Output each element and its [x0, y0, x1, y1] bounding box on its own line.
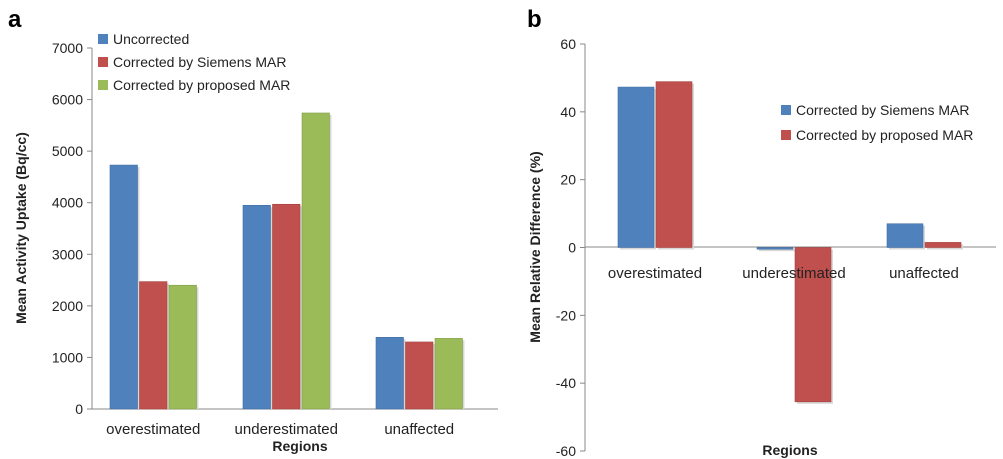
bar-corrected-by-proposed-mar-overestimated: [655, 81, 693, 248]
y-tick-label: 0: [75, 401, 83, 417]
chart-a: a 0 1000 2000 3000 4000 5000 6000 7000 overesti…: [8, 6, 498, 454]
y-tick-label: 6000: [52, 92, 83, 108]
bar-shadow: [759, 249, 795, 252]
x-tick-label: underestimated: [235, 421, 338, 438]
x-tick-label: unaffected: [384, 421, 454, 438]
bar-corrected-by-proposed-mar-underestimated: [301, 112, 330, 410]
legend-swatch-uncorrected: [98, 34, 108, 44]
bar-uncorrected-unaffected: [375, 337, 404, 410]
bar-uncorrected-underestimated: [242, 204, 271, 410]
bar-corrected-by-siemens-mar-unaffected: [405, 341, 434, 410]
legend-label-corrected-by-siemens-mar: Corrected by Siemens MAR: [796, 102, 970, 118]
y-tick-label: 0: [568, 240, 576, 256]
y-axis-label-b: Mean Relative Difference (%): [527, 151, 543, 342]
y-tick-label: -60: [556, 443, 576, 459]
y-tick-label: 20: [560, 172, 576, 188]
legend-swatch-corrected-by-siemens-mar: [98, 57, 108, 67]
panel-label-b: b: [527, 6, 542, 33]
bar-corrected-by-siemens-mar-unaffected: [886, 223, 924, 248]
legend-swatch-corrected-by-proposed-mar: [781, 130, 791, 140]
x-axis-label-b: Regions: [762, 442, 817, 458]
bar-corrected-by-proposed-mar-overestimated: [168, 284, 197, 410]
bar-corrected-by-proposed-mar-unaffected: [924, 242, 962, 248]
x-tick-label: overestimated: [608, 265, 702, 282]
legend-a: Uncorrected Corrected by Siemens MAR Corre…: [98, 31, 290, 93]
y-tick-label: 60: [560, 36, 576, 52]
x-tick-label: underestimated: [742, 265, 845, 282]
legend-swatch-corrected-by-proposed-mar: [98, 80, 108, 90]
x-axis-a: overestimated underestimated unaffected: [106, 421, 454, 438]
y-tick-label: 7000: [52, 40, 83, 56]
y-tick-label: -20: [556, 307, 576, 323]
bar-corrected-by-siemens-mar-underestimated: [756, 247, 794, 250]
chart-b: b -60 -40 -20 0 20 40 60 overestimated underest…: [527, 6, 996, 459]
x-tick-label: overestimated: [106, 421, 200, 438]
y-axis-label-a: Mean Activity Uptake (Bq/cc): [13, 132, 29, 324]
y-tick-label: 5000: [52, 143, 83, 159]
y-tick-label: -40: [556, 375, 576, 391]
legend-label-corrected-by-proposed-mar: Corrected by proposed MAR: [113, 77, 290, 93]
y-tick-label: 3000: [52, 246, 83, 262]
bar-corrected-by-siemens-mar-overestimated: [617, 86, 655, 248]
x-tick-label: unaffected: [889, 265, 959, 282]
legend-label-corrected-by-proposed-mar: Corrected by proposed MAR: [796, 127, 973, 143]
bar-corrected-by-proposed-mar-underestimated: [794, 247, 832, 403]
bar-corrected-by-siemens-mar-underestimated: [272, 203, 301, 410]
bar-corrected-by-siemens-mar-overestimated: [139, 281, 168, 410]
bars-b: [617, 81, 963, 404]
y-tick-label: 40: [560, 104, 576, 120]
y-tick-label: 4000: [52, 195, 83, 211]
x-axis-b: overestimated underestimated unaffected: [608, 265, 959, 282]
legend-b: Corrected by Siemens MAR Corrected by pro…: [781, 102, 973, 143]
y-axis-b: -60 -40 -20 0 20 40 60: [556, 36, 585, 459]
panel-label-a: a: [8, 6, 22, 33]
x-axis-label-a: Regions: [272, 438, 327, 454]
legend-label-uncorrected: Uncorrected: [113, 31, 189, 47]
bar-corrected-by-proposed-mar-unaffected: [434, 338, 463, 410]
y-axis-a: 0 1000 2000 3000 4000 5000 6000 7000: [52, 40, 92, 417]
y-tick-label: 2000: [52, 298, 83, 314]
y-tick-label: 1000: [52, 349, 83, 365]
legend-label-corrected-by-siemens-mar: Corrected by Siemens MAR: [113, 54, 287, 70]
bars-a: [109, 112, 465, 410]
bar-uncorrected-overestimated: [109, 164, 138, 410]
legend-swatch-corrected-by-siemens-mar: [781, 105, 791, 115]
